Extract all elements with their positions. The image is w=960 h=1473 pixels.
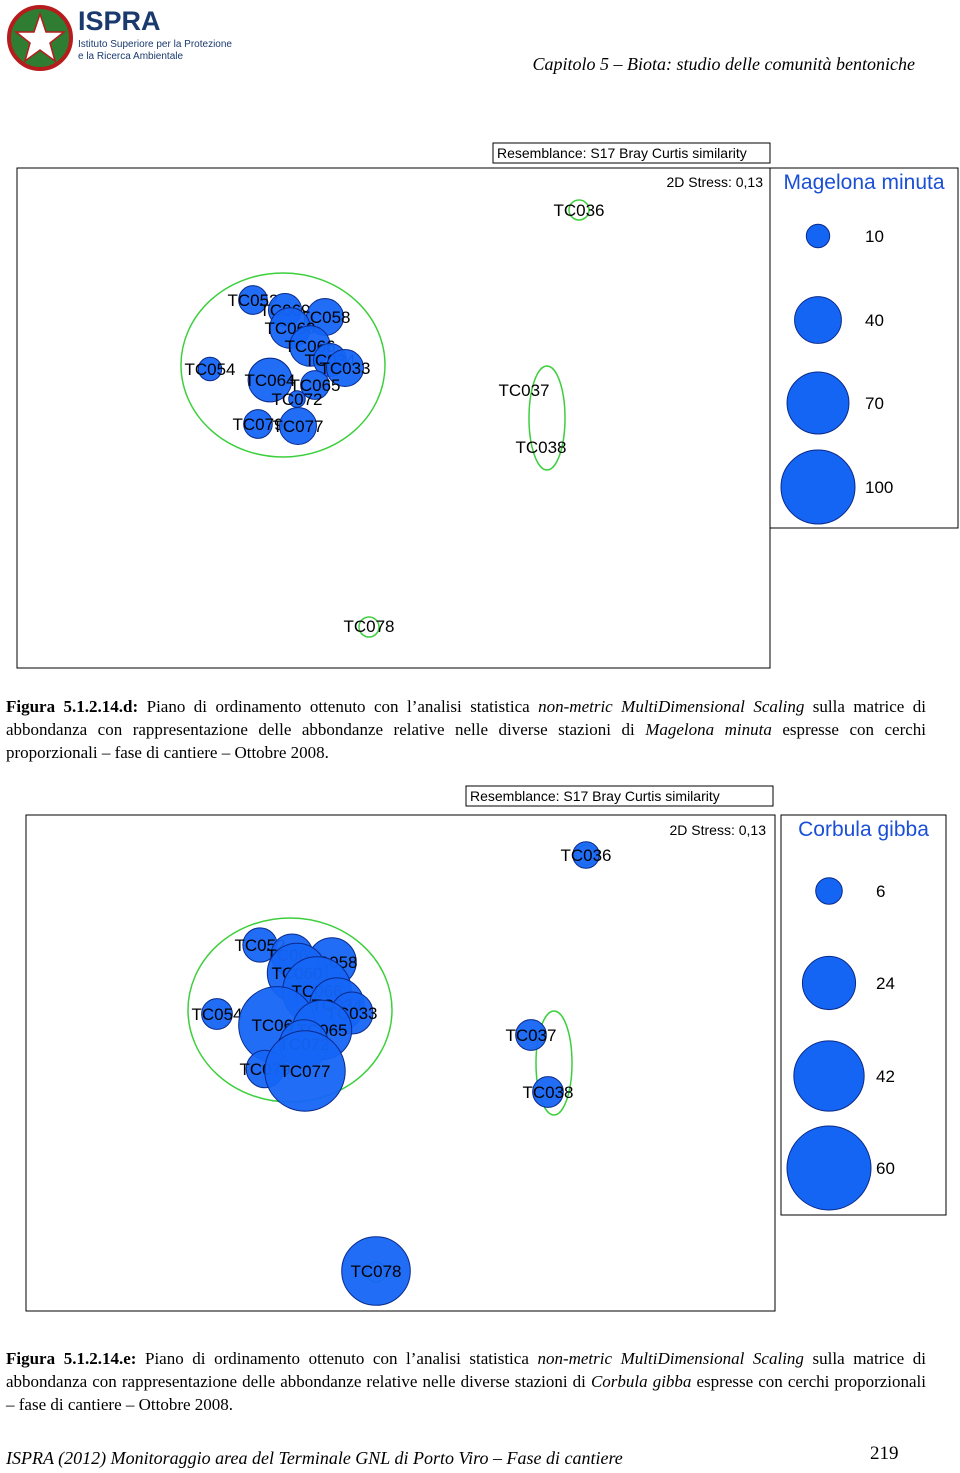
- station-label: TC064: [244, 371, 295, 390]
- station-label: TC037: [505, 1026, 556, 1045]
- station-label: TC038: [515, 438, 566, 457]
- bubble: [243, 409, 273, 439]
- station-label: TC054: [184, 360, 235, 379]
- legend-value: 100: [865, 478, 893, 497]
- caption-text: non-metric MultiDimensional Scaling: [537, 1349, 804, 1368]
- resemblance-box: [492, 142, 771, 164]
- station-label: TC054: [191, 1005, 242, 1024]
- caption-text: espresse con cerchi proporzionali – fase…: [6, 720, 927, 762]
- legend-value: 60: [876, 1159, 895, 1178]
- bubble: [264, 1030, 346, 1112]
- chapter-title: Capitolo 5 – Biota: studio delle comunit…: [532, 54, 915, 74]
- caption-text: sulla matrice di abbondanza con rapprese…: [6, 697, 926, 739]
- station-label: TC065: [289, 376, 340, 395]
- cluster-outline: [535, 1010, 573, 1116]
- legend-bubble: [805, 223, 831, 249]
- logo: ISPRA Istituto Superiore per la Protezio…: [7, 5, 232, 71]
- caption-text: Piano di ordinamento ottenuto con l’anal…: [138, 697, 539, 716]
- caption-text: Magelona minuta: [645, 720, 772, 739]
- legend-value: 70: [865, 394, 884, 413]
- legend-value: 24: [876, 974, 895, 993]
- stress-label: 2D Stress: 0,13: [670, 822, 767, 838]
- stress-label: 2D Stress: 0,13: [667, 174, 764, 190]
- cluster-outline: [568, 199, 590, 221]
- legend-bubble: [794, 296, 842, 344]
- station-label: TC036: [560, 846, 611, 865]
- station-label: TC038: [522, 1083, 573, 1102]
- plot-frame: [25, 814, 776, 1312]
- legend-value: 6: [876, 882, 885, 901]
- bubble: [279, 407, 317, 445]
- resemblance-label: Resemblance: S17 Bray Curtis similarity: [497, 145, 747, 161]
- station-label: TC079: [232, 415, 283, 434]
- logo-text: ISPRA: [78, 6, 161, 36]
- station-label: TC072: [271, 390, 322, 409]
- resemblance-box: [465, 785, 774, 807]
- caption-text: espresse con cerchi proporzionali – fase…: [6, 1372, 926, 1414]
- caption-label: Figura 5.1.2.14.d:: [6, 697, 139, 716]
- bubble: [326, 349, 364, 387]
- caption-text: Corbula gibba: [590, 1372, 692, 1391]
- station-label: TC036: [553, 201, 604, 220]
- bubble: [201, 998, 233, 1030]
- station-label: TC077: [279, 1062, 330, 1081]
- cluster-outline: [528, 365, 566, 471]
- station-label: TC058: [299, 308, 350, 327]
- bubble: [515, 1019, 547, 1051]
- legend-frame: [780, 814, 947, 1216]
- caption-text: non-metric MultiDimensional Scaling: [538, 697, 805, 716]
- legend-value: 42: [876, 1067, 895, 1086]
- legend-bubble: [793, 1040, 865, 1112]
- logo-line: Istituto Superiore per la Protezione: [78, 39, 232, 50]
- bubble: [300, 370, 330, 400]
- bubble: [247, 357, 293, 403]
- caption: Figura 5.1.2.14.d: Piano di ordinamento …: [6, 695, 926, 764]
- footer-text: ISPRA (2012) Monitoraggio area del Termi…: [6, 1448, 623, 1468]
- legend-value: 40: [865, 311, 884, 330]
- bubble: [238, 285, 268, 315]
- legend-bubble: [786, 371, 850, 435]
- legend-bubble: [801, 955, 857, 1011]
- caption-text: Piano di ordinamento ottenuto con l’anal…: [136, 1349, 538, 1368]
- species-label: Magelona minuta: [783, 171, 944, 194]
- station-label: TC033: [319, 359, 370, 378]
- cluster-outline: [358, 616, 380, 638]
- station-label: TC077: [272, 417, 323, 436]
- station-label: TC078: [343, 617, 394, 636]
- legend-bubble: [780, 449, 856, 525]
- legend-bubble: [815, 877, 843, 905]
- bubble: [341, 1236, 411, 1306]
- legend-frame: [769, 167, 959, 529]
- bubble: [532, 1076, 564, 1108]
- legend-value: 10: [865, 227, 884, 246]
- caption-text: sulla matrice di abbondanza con rapprese…: [6, 1349, 926, 1391]
- resemblance-label: Resemblance: S17 Bray Curtis similarity: [470, 788, 720, 804]
- caption-label: Figura 5.1.2.14.e:: [6, 1349, 137, 1368]
- logo-line: e la Ricerca Ambientale: [78, 51, 183, 62]
- caption: Figura 5.1.2.14.e: Piano di ordinamento …: [6, 1347, 926, 1416]
- species-label: Corbula gibba: [798, 818, 929, 841]
- bubble: [197, 356, 223, 382]
- page-number: 219: [870, 1443, 899, 1464]
- station-label: TC037: [498, 381, 549, 400]
- station-label: TC078: [350, 1262, 401, 1281]
- legend-bubble: [786, 1125, 872, 1211]
- station-label: TC052: [227, 291, 278, 310]
- bubble: [572, 841, 600, 869]
- cluster-outline: [180, 272, 386, 458]
- plot-frame: [16, 167, 771, 669]
